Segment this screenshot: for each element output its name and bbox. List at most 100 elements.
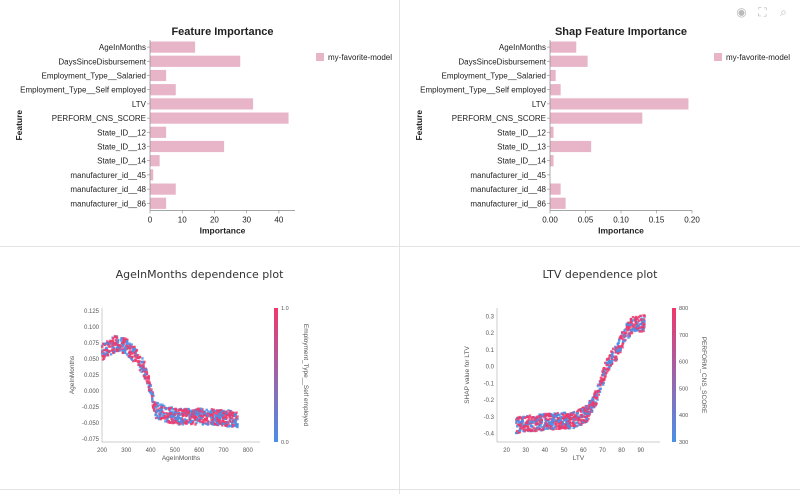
bar[interactable] — [150, 155, 160, 167]
scatter-point — [544, 417, 548, 420]
scatter-point — [625, 325, 629, 328]
scatter-point — [583, 415, 587, 419]
scatter-point — [561, 425, 564, 428]
scatter-point — [118, 344, 121, 347]
bar[interactable] — [550, 183, 561, 195]
scatter-point — [130, 343, 133, 346]
eye-icon[interactable]: ◉ — [736, 5, 747, 19]
scatter-point — [583, 410, 586, 413]
scatter-point — [119, 349, 122, 352]
x-tick-label: 800 — [243, 448, 254, 454]
bar[interactable] — [150, 112, 289, 124]
scatter-point — [605, 367, 608, 371]
scatter-point — [629, 329, 632, 332]
y-tick-label: 0.050 — [84, 357, 100, 363]
scatter-point — [112, 351, 115, 355]
scatter-point — [115, 349, 118, 352]
bar[interactable] — [150, 183, 176, 195]
bar[interactable] — [550, 140, 592, 153]
scatter-point — [556, 413, 559, 416]
scatter-point — [101, 352, 104, 356]
scatter-point — [158, 407, 161, 410]
scatter-point — [556, 411, 559, 415]
scatter-point — [609, 361, 613, 365]
bar[interactable] — [550, 112, 643, 124]
bar[interactable] — [550, 126, 554, 138]
scatter-point — [576, 424, 579, 427]
scatter-point — [580, 415, 584, 419]
category-label: Employment_Type__Salaried — [441, 72, 546, 81]
scatter-point — [190, 415, 194, 419]
scatter-point — [571, 421, 574, 425]
bar[interactable] — [150, 84, 176, 96]
scatter-point — [585, 414, 588, 417]
scatter-point — [226, 412, 229, 415]
scatter-point — [189, 419, 193, 423]
scatter-point — [142, 365, 145, 368]
bar[interactable] — [550, 197, 566, 209]
bar[interactable] — [150, 41, 196, 53]
scatter-point — [538, 413, 541, 416]
bar[interactable] — [550, 155, 554, 167]
scatter-point — [614, 350, 618, 354]
scatter-point — [228, 420, 231, 423]
scatter-point — [639, 322, 643, 326]
scatter-point — [535, 429, 538, 433]
scatter-point — [109, 341, 112, 344]
scatter-point — [195, 418, 199, 421]
scatter-point — [554, 422, 558, 426]
scatter-point — [623, 329, 626, 332]
scatter-point — [515, 418, 518, 421]
bar[interactable] — [150, 169, 154, 181]
x-tick-label: 90 — [637, 448, 644, 454]
scatter-point — [216, 419, 220, 422]
scatter-point — [515, 425, 519, 428]
scatter-point — [607, 361, 610, 364]
bar[interactable] — [550, 84, 561, 96]
ageinmonths-dependence-plot: 200 300 400 500 600 700 800 -0.075 -0.050 -0.025 0… — [69, 306, 309, 462]
scatter-point — [623, 339, 626, 343]
bar[interactable] — [150, 126, 167, 138]
bar[interactable] — [550, 98, 689, 110]
bar[interactable] — [550, 69, 556, 82]
bar[interactable] — [550, 41, 577, 53]
scatter-point — [207, 410, 210, 413]
scatter-point — [148, 381, 151, 385]
scatter-point — [581, 409, 584, 413]
scatter-point — [523, 416, 527, 420]
x-tick-label: 0 — [148, 215, 153, 224]
scatter-point — [117, 338, 120, 342]
bar[interactable] — [150, 140, 225, 153]
bar[interactable] — [150, 55, 241, 67]
scatter-point — [236, 415, 239, 418]
scatter-point — [213, 414, 217, 417]
scatter-point — [527, 428, 530, 431]
y-tick-label: 0.2 — [486, 331, 495, 337]
scatter-point — [590, 410, 594, 413]
scatter-point — [515, 431, 518, 435]
search-icon[interactable]: ⌕ — [780, 5, 787, 19]
scatter-point — [528, 414, 532, 417]
scatter-point — [174, 411, 177, 415]
bar[interactable] — [150, 69, 167, 82]
scatter-point — [621, 343, 624, 347]
bar[interactable] — [550, 55, 588, 67]
scatter-point — [125, 338, 128, 341]
scatter-point — [577, 415, 581, 418]
scatter-point — [123, 349, 126, 352]
scatter-point — [128, 353, 132, 356]
bar[interactable] — [150, 197, 167, 209]
scatter-point — [641, 322, 645, 326]
scatter-point — [605, 363, 608, 367]
scatter-point — [200, 416, 203, 420]
scatter-point — [223, 416, 226, 419]
scatter-point — [144, 367, 147, 371]
category-label: manufacturer_id__86 — [470, 199, 546, 208]
y-tick-label: 0.000 — [84, 389, 100, 395]
expand-icon[interactable]: ⛶ — [758, 5, 767, 19]
scatter-point — [552, 416, 556, 419]
scatter-point — [543, 415, 547, 418]
bar[interactable] — [150, 98, 254, 110]
scatter-point — [641, 324, 644, 327]
scatter-point — [156, 401, 160, 405]
